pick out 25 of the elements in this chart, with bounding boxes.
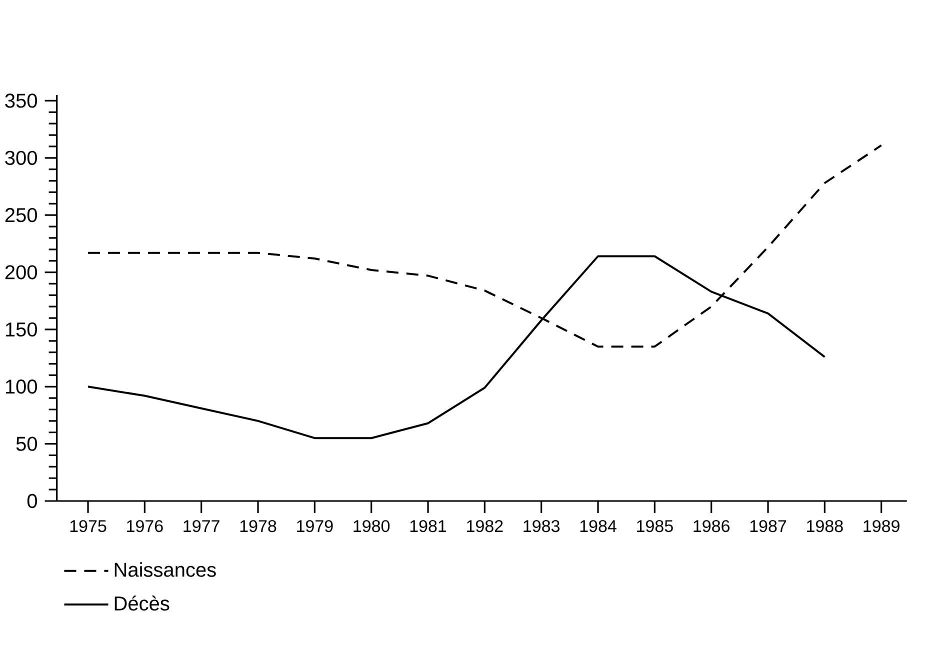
x-tick-label: 1986 — [694, 520, 730, 532]
x-tick-label: 1981 — [410, 520, 446, 532]
x-tick-label: 1977 — [184, 520, 220, 532]
x-tick-label: 1989 — [864, 520, 900, 532]
x-tick-label: 1975 — [70, 520, 106, 532]
y-tick-label: 150 — [6, 322, 37, 337]
x-tick-label: 1980 — [354, 520, 390, 532]
x-tick-label: 1988 — [807, 520, 843, 532]
y-tick-label: 350 — [5, 94, 37, 108]
x-tick-label: 1983 — [524, 520, 560, 532]
y-tick-label: 0 — [27, 494, 37, 508]
y-tick-label: 250 — [5, 208, 37, 222]
y-tick-label: 50 — [16, 436, 37, 451]
x-tick-label: 1978 — [240, 520, 276, 532]
y-tick-label: 200 — [5, 265, 37, 280]
x-tick-label: 1984 — [580, 520, 616, 532]
x-tick-label: 1979 — [297, 520, 333, 532]
y-tick-label: 300 — [5, 150, 37, 165]
x-tick-label: 1987 — [750, 520, 786, 532]
y-tick-label: 100 — [6, 380, 37, 394]
x-tick-label: 1985 — [637, 520, 673, 532]
x-tick-label: 1976 — [127, 520, 163, 532]
x-tick-label: 1982 — [467, 520, 503, 532]
legend-label: Naissances — [114, 562, 216, 577]
legend-label: Décès — [114, 596, 170, 611]
